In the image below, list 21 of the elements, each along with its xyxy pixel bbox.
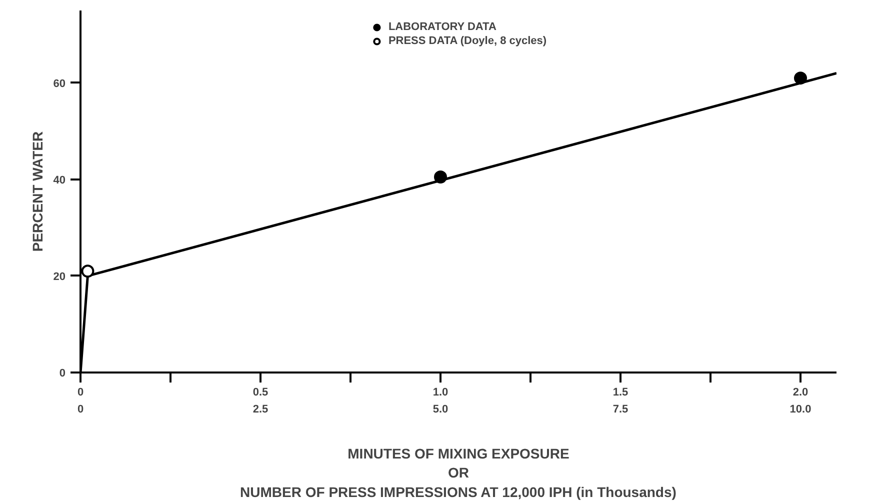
x-tick-label: 2.0 [792,386,808,398]
y-tick-label: 60 [53,78,66,90]
x-tick-label: 1.0 [432,386,448,398]
x2-tick-label: 10.0 [790,404,812,416]
x2-tick-label: 5.0 [432,404,448,416]
x-tick-label: 1.5 [612,386,628,398]
y-tick-label: 20 [53,270,66,283]
point [434,170,447,184]
x-axis-title: MINUTES OF MIXING EXPOSURE OR NUMBER OF PRESS IMPRESSIONS AT 12,000 IPH (in Thousands) [240,446,676,500]
point [81,264,94,278]
x2-tick-label: 7.5 [612,404,628,416]
x2-tick-label: 2.5 [252,404,268,416]
y-axis-title: PERCENT WATER [29,131,46,252]
point [794,72,807,85]
x-tick-label: 0 [77,386,84,398]
x-tick-label: 0.5 [252,386,268,398]
y-tick-label: 0 [59,368,66,380]
y-tick-label: 40 [53,174,66,186]
x2-tick-label: 0 [77,404,84,416]
legend-label: PRESS DATA (Doyle, 8 cycles) [388,34,547,48]
legend-label: LABORATORY DATA [388,20,496,34]
